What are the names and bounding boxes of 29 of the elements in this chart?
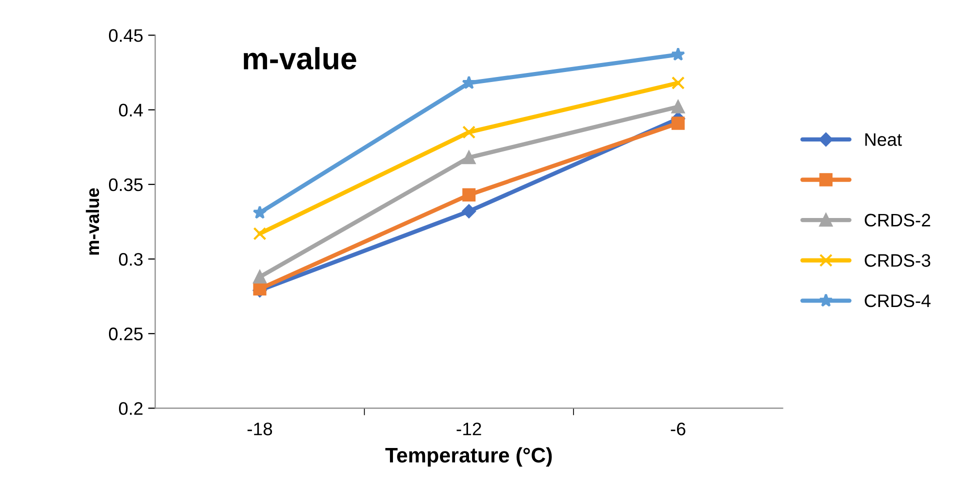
point	[462, 76, 476, 90]
point	[462, 188, 476, 202]
legend-label: Neat	[865, 133, 902, 146]
point	[462, 126, 476, 139]
point	[253, 270, 266, 284]
legend-label: CRDS-2	[864, 214, 930, 227]
x-tick-label: -18	[248, 422, 272, 436]
y-tick-label: 0.35	[108, 178, 143, 192]
legend-label: CRDS-3	[864, 254, 930, 267]
point	[672, 116, 685, 130]
y-tick-label: 0.2	[119, 402, 142, 415]
y-axis-title: m-value	[86, 188, 100, 255]
y-tick-label: 0.3	[119, 252, 143, 266]
point	[672, 100, 685, 114]
chart-title: m-value	[244, 47, 356, 70]
x-tick-label: -6	[670, 422, 686, 436]
x-axis-title: Temperature (°C)	[385, 447, 552, 467]
y-tick-label: 0.45	[108, 29, 143, 42]
y-tick-label: 0.4	[119, 104, 143, 117]
point	[252, 205, 267, 219]
x-tick-label: -12	[456, 422, 482, 436]
point	[462, 204, 476, 218]
legend-label: CRDS-4	[864, 294, 931, 308]
y-tick-label: 0.25	[108, 328, 143, 340]
point	[462, 150, 476, 164]
point	[253, 227, 266, 240]
point	[253, 282, 266, 296]
point	[672, 76, 685, 90]
point	[671, 47, 686, 61]
